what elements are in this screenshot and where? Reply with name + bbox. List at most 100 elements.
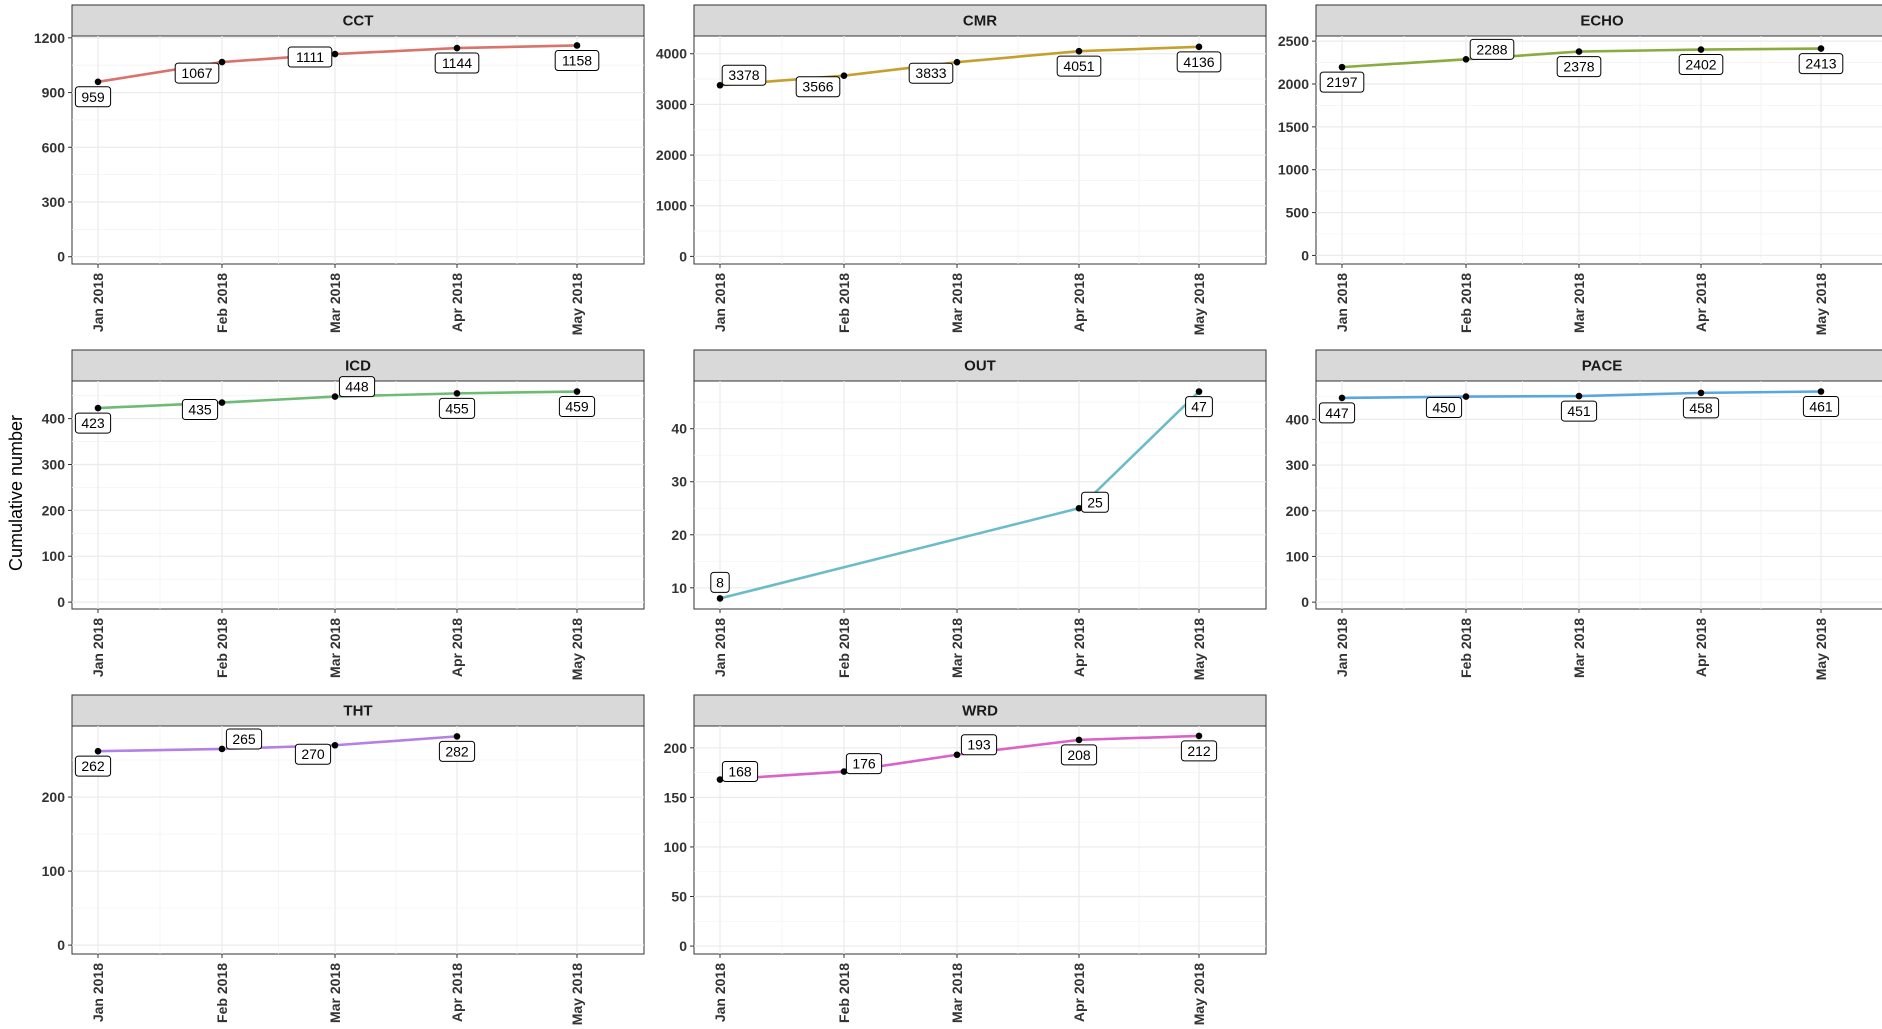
plot-area [71,35,645,265]
panel-out: OUT 10 20 30 40 Jan 2018 Feb 2018 Mar 2018 Apr 2… [671,349,1267,680]
data-label-box [74,412,112,434]
data-point [1195,732,1203,740]
data-label: 3378 [728,67,759,83]
data-label-box [908,62,954,84]
y-tick-label: 0 [57,594,65,610]
panel-tht: THT 0 100 200 Jan 2018 Feb 2018 Mar 2018 Apr 20… [42,694,645,1025]
data-point [1075,736,1083,744]
data-point [1462,393,1470,400]
data-label-box [558,396,596,418]
x-tick-label: Jan 2018 [712,618,728,677]
data-label-box [1185,396,1213,418]
data-label-box [1180,740,1218,762]
x-tick-label: Jan 2018 [1334,273,1350,332]
plot-area [71,380,645,610]
data-point [1575,392,1583,400]
plot-area [693,725,1267,955]
data-point [1075,47,1083,55]
x-tick-label: May 2018 [1191,963,1207,1025]
data-label: 458 [1689,400,1713,416]
data-label: 265 [232,731,256,747]
strip-title: CCT [343,13,374,30]
data-label: 423 [81,415,105,431]
data-point [453,44,461,52]
data-point [331,393,339,400]
strip-title: WRD [962,703,998,720]
x-tick-label: Apr 2018 [449,618,465,677]
y-tick-label: 300 [42,194,66,210]
panel-pace: PACE 0 100 200 300 400 Jan 2018 Feb 2018 Mar 201… [1286,349,1882,680]
data-label-box [710,571,730,593]
x-tick-label: Feb 2018 [836,963,852,1023]
data-label-box [1425,397,1463,419]
plot-area [1315,380,1882,610]
data-label: 451 [1567,403,1591,419]
data-label-box [1318,402,1356,424]
data-point [716,776,724,783]
data-label-box [1682,397,1720,419]
data-point [331,741,339,749]
y-tick-label: 100 [42,548,66,564]
x-tick-label: May 2018 [1813,618,1829,680]
data-label-box [287,46,333,68]
y-tick-label: 0 [1301,594,1309,610]
data-point [1195,43,1203,51]
y-tick-label: 10 [671,580,687,596]
data-label: 1158 [562,52,592,68]
data-point [1817,388,1825,395]
strip-title: ECHO [1580,13,1624,30]
y-tick-label: 900 [42,85,66,101]
data-point [840,768,848,775]
x-tick-label: May 2018 [569,963,585,1025]
data-label: 4136 [1183,54,1214,70]
x-tick-label: Feb 2018 [836,618,852,678]
data-point [1697,46,1705,53]
data-label: 176 [852,756,876,772]
data-label: 168 [728,764,752,780]
data-label-box [225,728,263,750]
strip-title: CMR [963,13,997,30]
data-label: 435 [188,402,212,418]
data-label: 2378 [1563,59,1594,75]
data-label: 1067 [181,65,212,81]
y-tick-label: 20 [671,527,687,543]
panel-icd: ICD 0 100 200 300 400 Jan 2018 Feb 2018 Mar 2018… [42,349,645,680]
data-label: 3833 [915,65,946,81]
y-tick-label: 100 [42,863,66,879]
strip-background [1315,349,1882,382]
y-tick-label: 200 [42,789,66,805]
y-tick-label: 2000 [1278,76,1309,92]
strip-title: ICD [345,358,371,375]
x-tick-label: May 2018 [1191,273,1207,335]
data-point [453,733,461,740]
data-point [453,390,461,397]
strip-background [693,694,1267,727]
y-tick-label: 300 [42,456,66,472]
y-tick-label: 0 [679,938,687,954]
y-tick-label: 150 [664,789,688,805]
data-label: 3566 [802,79,833,95]
data-label: 459 [565,399,589,415]
data-point [573,388,581,395]
data-label: 282 [445,743,469,759]
data-label: 959 [81,89,105,105]
data-label-box [74,755,112,777]
data-label-box [795,76,841,98]
data-label-box [1176,51,1222,73]
data-label: 212 [1187,743,1211,759]
y-tick-label: 0 [1301,247,1309,263]
data-label-box [181,399,219,421]
x-tick-label: Mar 2018 [1571,273,1587,333]
data-point [573,42,581,49]
data-label: 450 [1432,400,1456,416]
x-tick-label: Apr 2018 [449,963,465,1022]
data-label: 2402 [1685,57,1716,73]
y-tick-label: 2000 [656,147,687,163]
data-label-box [438,397,476,419]
data-label: 47 [1191,399,1207,415]
x-tick-label: Feb 2018 [1458,273,1474,333]
data-point [331,50,339,58]
data-point [94,78,102,86]
plot-area [693,35,1267,265]
